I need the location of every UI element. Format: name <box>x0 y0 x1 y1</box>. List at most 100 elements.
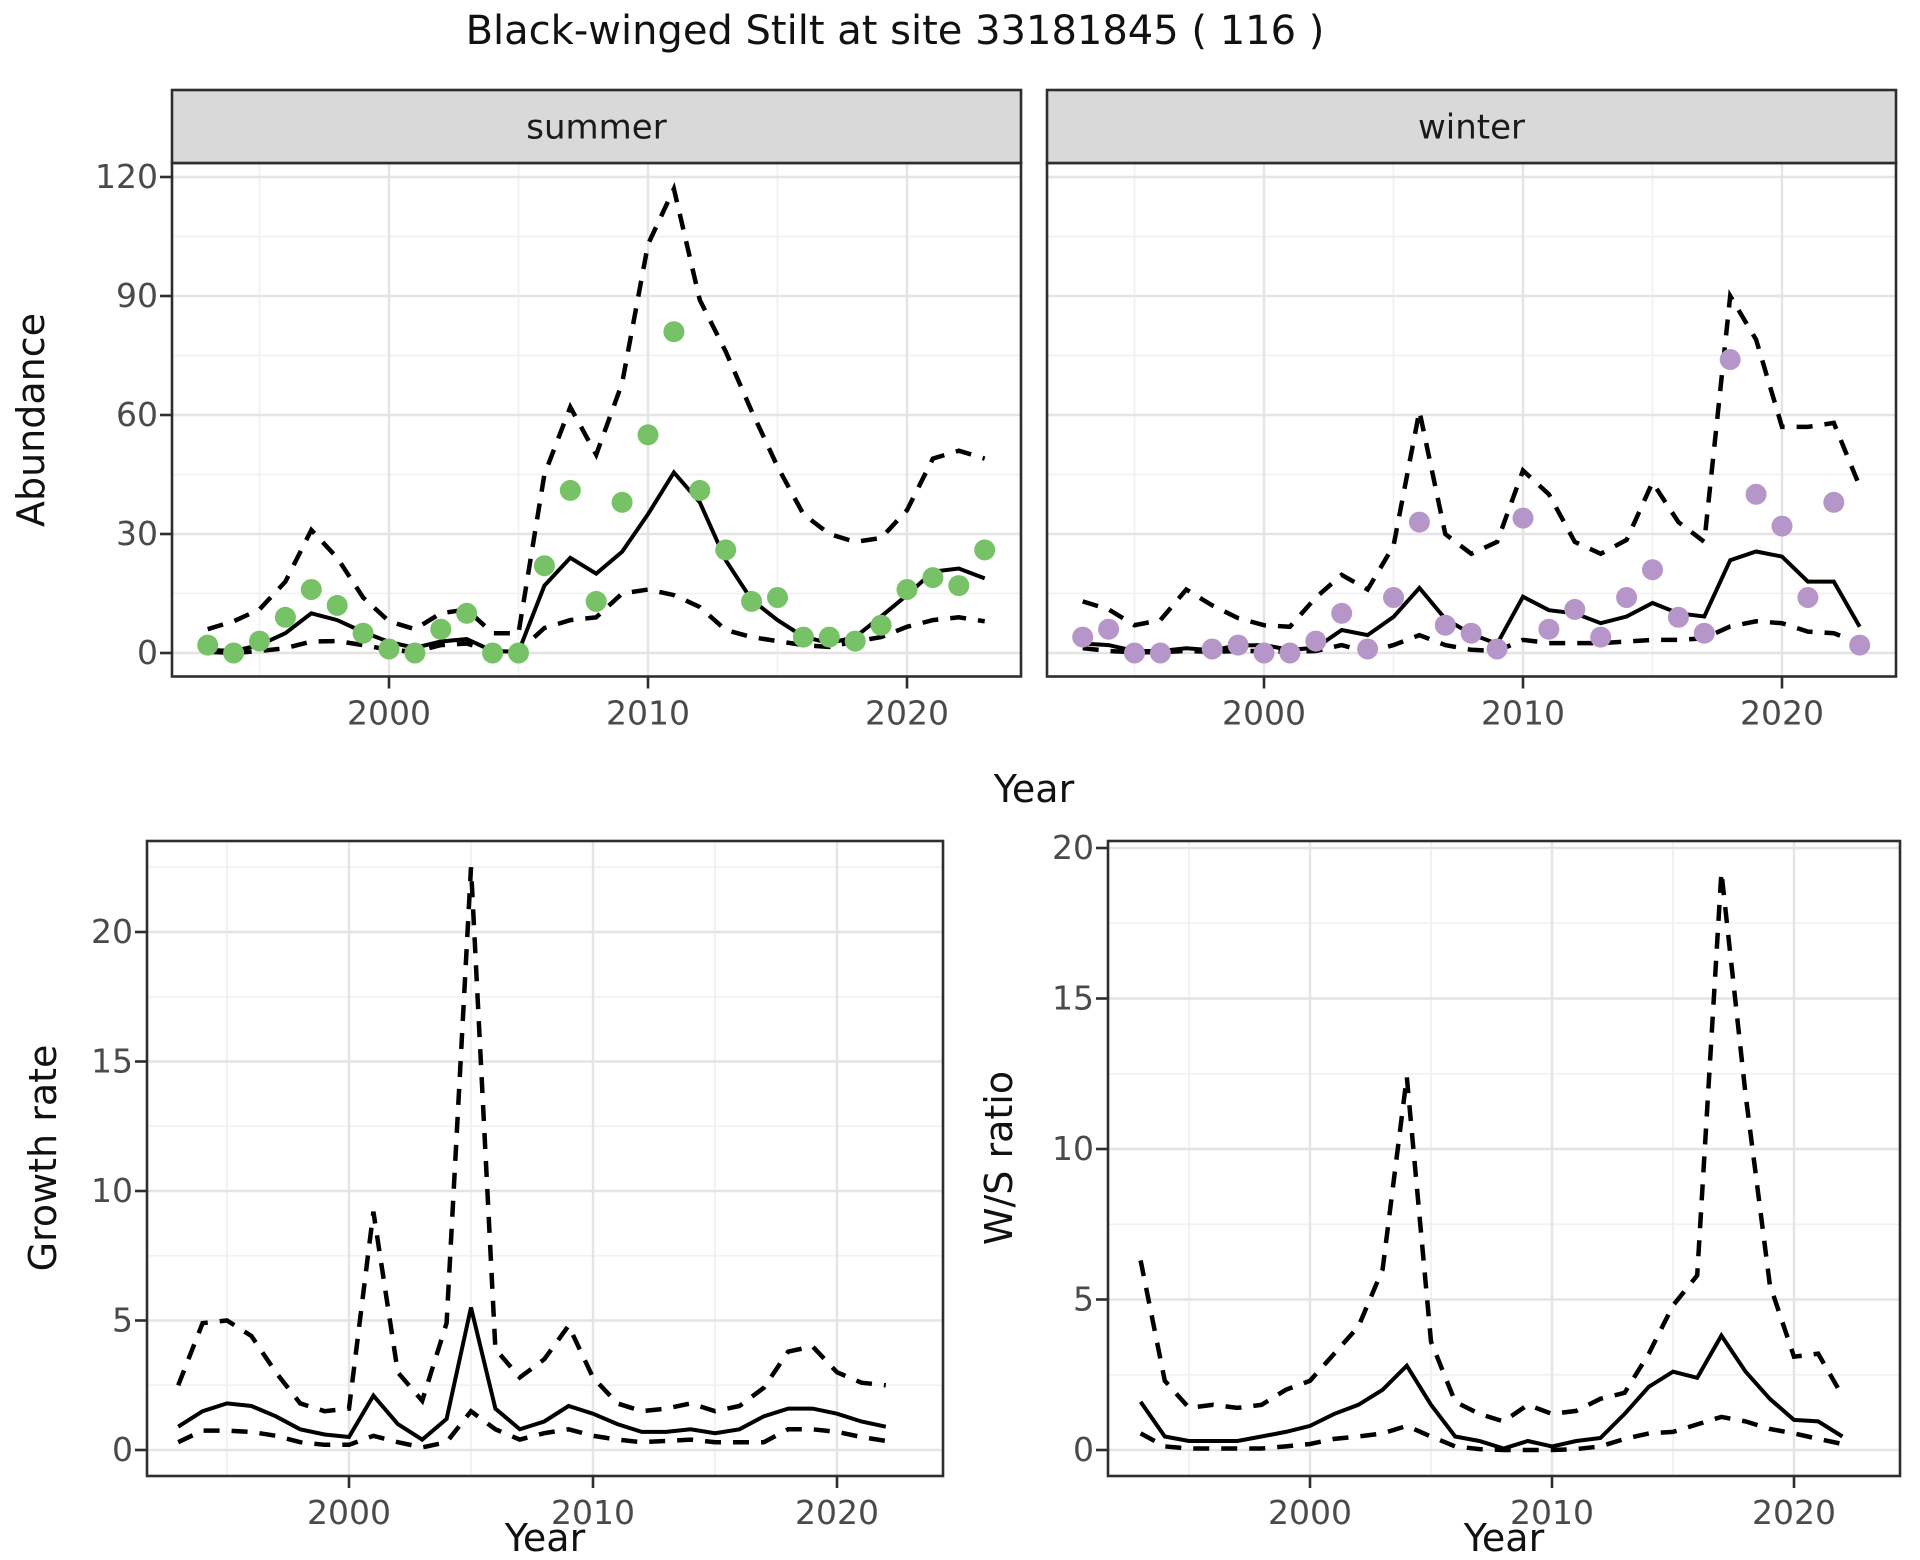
data-point <box>1124 642 1145 664</box>
facet-strip-label: summer <box>526 108 666 148</box>
data-point <box>1642 559 1663 581</box>
data-point <box>482 642 504 664</box>
y-tick-label: 0 <box>1073 1430 1094 1469</box>
facet-strip-summer: summer <box>170 88 1023 165</box>
lower_ci-line <box>1139 1414 1843 1453</box>
data-point <box>1512 507 1534 529</box>
x-tick-label: 2010 <box>551 1493 635 1532</box>
data-point <box>456 602 478 624</box>
data-point <box>1408 511 1430 533</box>
data-point <box>1460 622 1482 644</box>
data-point <box>1253 642 1275 664</box>
x-tick-label: 2000 <box>307 1493 391 1532</box>
data-point <box>1149 642 1171 664</box>
data-point <box>818 626 840 648</box>
facet-strip-winter: winter <box>1045 88 1898 165</box>
facet-strip-bg <box>170 88 1023 165</box>
x-tick-label: 2020 <box>865 694 949 733</box>
data-point <box>1771 515 1793 537</box>
data-point <box>1719 349 1741 370</box>
data-point <box>1486 638 1508 660</box>
data-point <box>1693 622 1715 644</box>
series-abundance-summer <box>197 182 996 664</box>
data-point <box>767 587 788 608</box>
upper_ci-line <box>1082 289 1862 630</box>
data-point <box>223 642 245 664</box>
data-point <box>663 321 685 343</box>
y-tick-label: 5 <box>112 1301 133 1340</box>
data-point <box>715 539 737 561</box>
data-point <box>1201 638 1223 660</box>
data-point <box>274 606 296 628</box>
data-point <box>1667 606 1689 628</box>
data-point <box>689 479 711 501</box>
data-point <box>1279 642 1301 664</box>
data-point <box>1616 587 1638 608</box>
observed-points-abundance-summer <box>197 321 996 664</box>
x-tick-label: 2020 <box>1740 694 1824 733</box>
data-point <box>1538 618 1560 640</box>
data-point <box>585 590 607 612</box>
panel-growth-rate: 2000 2010 2020 0 5 10 15 20 <box>91 839 945 1532</box>
panel-ws-ratio: 2000 2010 2020 0 5 10 15 20 <box>1052 828 1902 1532</box>
y-tick-label: 0 <box>137 633 158 672</box>
y-axis-title-ws-ratio: W/S ratio <box>977 1071 1021 1245</box>
data-point <box>430 618 452 640</box>
x-tick-label: 2000 <box>1222 694 1306 733</box>
x-tick-label: 2000 <box>1268 1493 1352 1532</box>
y-tick-label: 90 <box>116 276 158 315</box>
axes-ws-ratio: 2000 2010 2020 0 5 10 15 20 <box>1052 828 1836 1532</box>
data-point <box>300 579 322 600</box>
y-tick-label: 15 <box>1052 979 1094 1018</box>
gridlines-growth-rate <box>147 841 943 1476</box>
panel-abundance-summer: 2000 2010 2020 0 30 60 90 120 summer <box>95 88 1023 733</box>
data-point <box>1305 630 1327 652</box>
facet-strip-bg <box>1045 88 1898 165</box>
y-tick-label: 10 <box>1052 1129 1094 1168</box>
data-point <box>974 539 996 561</box>
data-point <box>352 622 374 644</box>
axes-abundance-winter: 2000 2010 2020 <box>1222 676 1824 733</box>
data-point <box>1357 638 1379 660</box>
data-point <box>1383 587 1404 608</box>
x-tick-label: 2010 <box>1481 694 1565 733</box>
observed-points-abundance-winter <box>1072 349 1871 664</box>
y-tick-label: 5 <box>1073 1280 1094 1319</box>
y-tick-label: 0 <box>112 1430 133 1469</box>
data-point <box>1797 587 1819 608</box>
data-point <box>404 642 426 664</box>
upper_ci-line <box>207 182 986 636</box>
data-point <box>637 424 659 446</box>
panel-abundance-winter: 2000 2010 2020 winter <box>1045 88 1898 733</box>
page-title: Black-winged Stilt at site 33181845 ( 11… <box>465 8 1325 54</box>
data-point <box>844 630 866 652</box>
data-point <box>1745 483 1767 505</box>
upper_ci-line <box>176 867 887 1414</box>
y-tick-label: 20 <box>1052 828 1094 867</box>
data-point <box>948 575 970 597</box>
x-tick-label: 2010 <box>606 694 690 733</box>
panel-border <box>145 839 945 1478</box>
y-tick-label: 15 <box>91 1042 133 1081</box>
series-growth-rate <box>176 867 887 1450</box>
data-point <box>741 590 763 612</box>
data-point <box>792 626 814 648</box>
series-ws-ratio <box>1138 871 1845 1453</box>
x-tick-label: 2010 <box>1510 1493 1594 1532</box>
y-axis-title-abundance: Abundance <box>9 313 53 527</box>
data-point <box>611 491 633 513</box>
data-point <box>533 555 555 577</box>
data-point <box>1098 618 1120 640</box>
lower_ci-line <box>1082 619 1861 655</box>
x-axis-title-year-bottom-right: Year <box>1463 1516 1545 1560</box>
y-tick-label: 60 <box>116 395 158 434</box>
y-tick-label: 120 <box>95 157 158 196</box>
panel-border <box>1106 839 1902 1478</box>
series-abundance-winter <box>1072 289 1871 664</box>
gridlines-abundance-winter <box>1047 163 1896 677</box>
data-point <box>1072 626 1094 648</box>
data-point <box>1823 491 1845 513</box>
data-point <box>870 614 892 636</box>
